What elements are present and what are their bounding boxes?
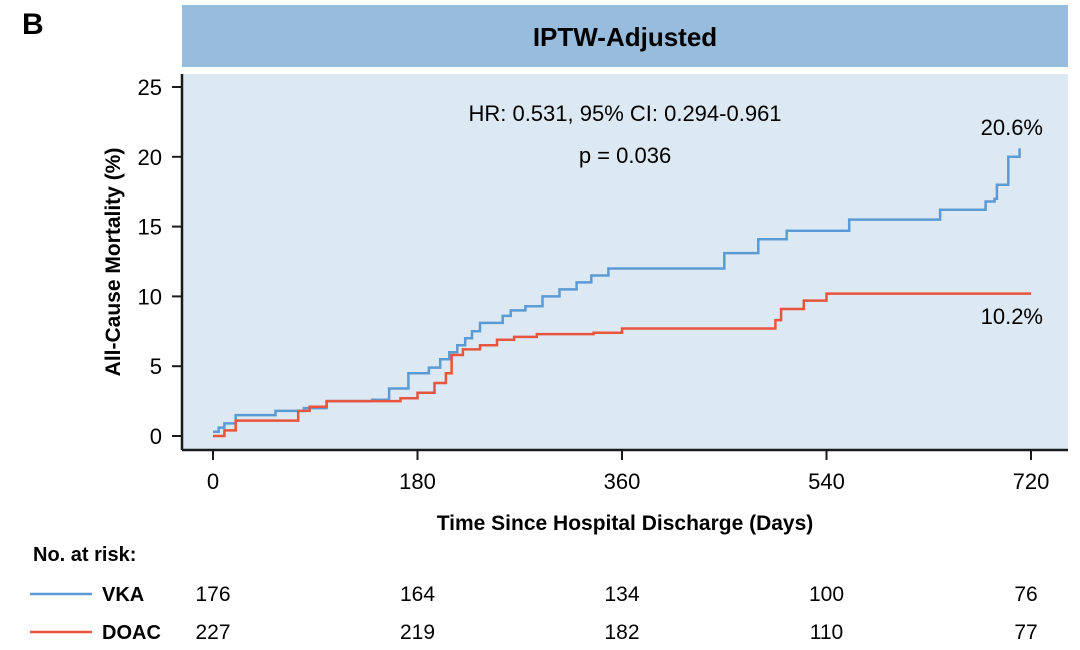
risk-value: 176 — [195, 583, 230, 606]
chart-title: IPTW-Adjusted — [533, 22, 717, 52]
risk-table: No. at risk: VKA 176 164 134 100 76 DOAC 227 219… — [30, 544, 1038, 644]
x-tick-label: 0 — [207, 469, 219, 494]
risk-value: 100 — [809, 583, 844, 606]
header-bar — [182, 5, 1068, 67]
y-tick-label: 0 — [150, 424, 162, 449]
axes: 0 5 10 15 20 25 0 180 360 540 720 — [138, 74, 1068, 494]
risk-value: 219 — [400, 621, 435, 644]
panel-header: B IPTW-Adjusted — [22, 5, 1068, 67]
risk-row-label-vka: VKA — [102, 584, 144, 606]
y-tick-label: 10 — [138, 284, 162, 309]
risk-value: 134 — [604, 583, 639, 606]
x-axis-title: Time Since Hospital Discharge (Days) — [437, 512, 814, 535]
x-tick-label: 360 — [604, 469, 641, 494]
risk-row-label-doac: DOAC — [102, 622, 161, 644]
series-line-doac — [213, 292, 1031, 438]
risk-rows: VKA 176 164 134 100 76 DOAC 227 219 182 110 77 — [30, 583, 1038, 644]
y-tick-label: 15 — [138, 215, 162, 240]
p-annotation: p = 0.036 — [579, 143, 671, 168]
doac-end-label: 10.2% — [981, 304, 1043, 329]
y-tick-label: 5 — [150, 354, 162, 379]
y-tick-label: 25 — [138, 75, 162, 100]
x-tick-label: 720 — [1013, 469, 1050, 494]
plot-area — [182, 74, 1068, 450]
y-axis-title: All-Cause Mortality (%) — [102, 148, 125, 377]
panel-letter: B — [22, 8, 44, 41]
risk-value: 227 — [195, 621, 230, 644]
risk-value: 182 — [604, 621, 639, 644]
y-tick-label: 20 — [138, 145, 162, 170]
risk-value: 110 — [810, 621, 843, 644]
series-layer — [213, 148, 1031, 438]
risk-table-title: No. at risk: — [33, 544, 136, 566]
x-tick-label: 540 — [808, 469, 845, 494]
risk-value: 76 — [1014, 583, 1037, 606]
risk-value: 164 — [400, 583, 435, 606]
risk-value: 77 — [1014, 621, 1037, 644]
hr-annotation: HR: 0.531, 95% CI: 0.294-0.961 — [468, 101, 781, 126]
tick-layer: 0 5 10 15 20 25 0 180 360 540 720 — [138, 75, 1050, 494]
x-tick-label: 180 — [399, 469, 436, 494]
vka-end-label: 20.6% — [981, 115, 1043, 140]
